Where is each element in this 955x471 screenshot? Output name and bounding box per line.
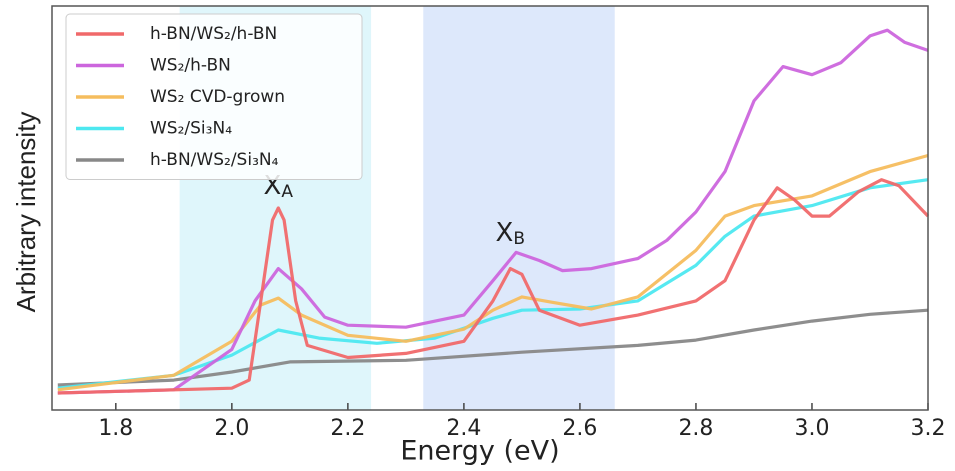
- x-tick-label: 2.4: [446, 416, 481, 441]
- legend-label: WS₂/h-BN: [150, 56, 231, 76]
- x-tick-label: 2.0: [214, 416, 249, 441]
- series-line: [57, 178, 930, 395]
- annotation-subscript: B: [513, 229, 525, 249]
- legend-box: [65, 13, 363, 180]
- x-tick-label: 2.8: [678, 416, 713, 441]
- series-line: [57, 28, 929, 395]
- x-tick-label: 3.0: [794, 416, 829, 441]
- plot-frame: [51, 5, 929, 411]
- x-tick-label: 1.8: [98, 416, 133, 441]
- x-tick-label: 2.2: [330, 416, 365, 441]
- x-tick-label: 2.6: [562, 416, 597, 441]
- legend-label: WS₂ CVD-grown: [150, 87, 285, 107]
- legend-label: WS₂/Si₃N₄: [150, 119, 232, 139]
- x-axis-label: Energy (eV): [400, 436, 559, 467]
- y-axis-label: Arbitrary intensity: [11, 112, 41, 313]
- series-line: [57, 308, 929, 387]
- annotation-subscript: A: [281, 182, 293, 202]
- annotation-text: X: [496, 218, 514, 248]
- annotation: XB: [496, 218, 525, 250]
- series-line: [57, 153, 929, 392]
- x-tick-label: 3.2: [911, 416, 946, 441]
- series-line: [57, 178, 929, 390]
- legend-label: h-BN/WS₂/h-BN: [150, 24, 277, 44]
- legend-label: h-BN/WS₂/Si₃N₄: [150, 150, 279, 170]
